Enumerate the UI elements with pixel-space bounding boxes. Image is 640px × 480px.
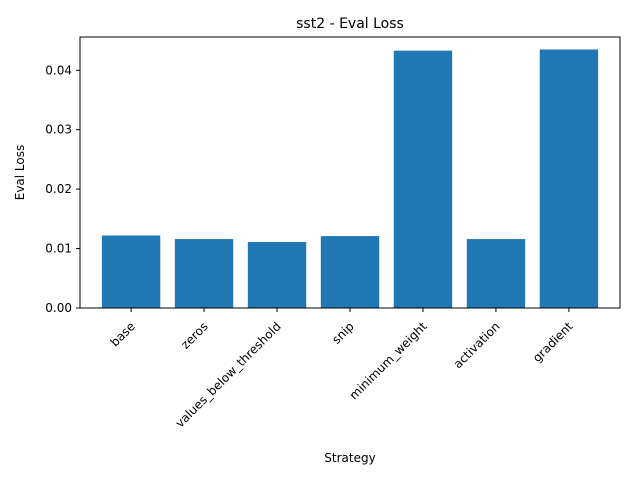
bar-activation [466, 239, 526, 308]
chart-title: sst2 - Eval Loss [296, 16, 404, 32]
plot-area-frame [79, 36, 621, 309]
bar-snip [320, 236, 380, 308]
y-tick-label: 0.02 [45, 182, 72, 196]
bar-base [101, 235, 161, 308]
y-tick-label: 0.03 [45, 123, 72, 137]
bar-zeros [174, 239, 234, 308]
y-axis-label: Eval Loss [13, 145, 27, 201]
x-axis-label: Strategy [324, 451, 375, 465]
y-tick-label: 0.04 [45, 63, 72, 77]
bar-values-below-threshold [247, 242, 307, 308]
y-axis-ticks: 0.00 0.01 0.02 0.03 0.04 [45, 63, 80, 315]
y-tick-label: 0.00 [45, 301, 72, 315]
y-tick-label: 0.01 [45, 242, 72, 256]
bars-group [101, 49, 599, 309]
bar-minimum-weight [393, 50, 453, 309]
bar-gradient [539, 49, 599, 309]
